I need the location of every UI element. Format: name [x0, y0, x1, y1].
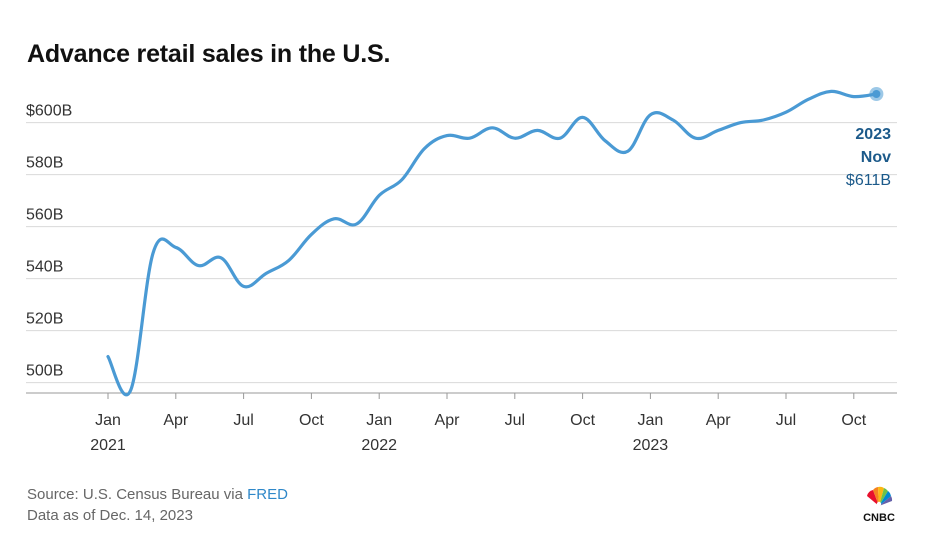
data-date-note: Data as of Dec. 14, 2023: [27, 507, 193, 524]
x-tick-label: Oct: [299, 412, 324, 429]
x-tick-label: Oct: [841, 412, 866, 429]
x-tick-label: Oct: [570, 412, 595, 429]
x-tick-label: Apr: [163, 412, 189, 429]
x-tick-label: Apr: [706, 412, 732, 429]
line-chart: 500B 520B 540B 560B 580B $600B Jan 2021 Apr Jul Oc…: [26, 87, 897, 454]
annotation-value: $611B: [846, 172, 891, 189]
y-tick-label: 520B: [26, 311, 63, 328]
source-line: Source: U.S. Census Bureau via FRED: [27, 484, 288, 505]
x-tick-label: Jul: [505, 412, 525, 429]
y-tick-label: 580B: [26, 155, 63, 172]
chart-title: Advance retail sales in the U.S.: [27, 40, 391, 68]
x-year-label: 2022: [361, 437, 397, 454]
x-tick-label: Apr: [435, 412, 461, 429]
x-tick-label: Jan: [95, 412, 121, 429]
source-text: Source: U.S. Census Bureau via: [27, 486, 248, 503]
x-tick-label: Jan: [366, 412, 392, 429]
x-tick-label: Jan: [638, 412, 664, 429]
last-point-dot: [872, 90, 881, 98]
cnbc-logo: CNBC: [863, 486, 895, 524]
y-tick-label: $600B: [26, 103, 72, 120]
x-year-label: 2021: [90, 437, 126, 454]
series-line-retail-sales: [106, 89, 878, 396]
cnbc-wordmark: CNBC: [863, 512, 895, 524]
annotation-month: Nov: [861, 149, 891, 166]
nbc-peacock-icon: [867, 486, 893, 507]
source-footer: Source: U.S. Census Bureau via FRED Data…: [27, 484, 288, 526]
fred-link[interactable]: FRED: [247, 486, 288, 503]
y-tick-label: 500B: [26, 363, 63, 380]
x-tick-label: Jul: [233, 412, 253, 429]
x-year-label: 2023: [633, 437, 669, 454]
y-tick-label: 560B: [26, 207, 63, 224]
x-tick-label: Jul: [776, 412, 796, 429]
annotation-year: 2023: [855, 126, 891, 143]
y-tick-label: 540B: [26, 259, 63, 276]
